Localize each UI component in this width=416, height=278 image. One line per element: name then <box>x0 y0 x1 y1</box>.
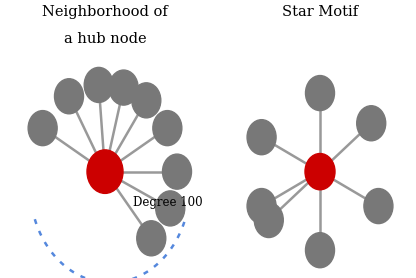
Circle shape <box>305 76 334 111</box>
Circle shape <box>163 154 191 189</box>
Circle shape <box>54 79 84 114</box>
Text: a hub node: a hub node <box>64 32 146 46</box>
Circle shape <box>132 83 161 118</box>
Circle shape <box>364 188 393 224</box>
Circle shape <box>109 70 138 105</box>
Circle shape <box>357 106 386 141</box>
Text: Star Motif: Star Motif <box>282 5 358 19</box>
Circle shape <box>87 150 123 193</box>
Circle shape <box>153 111 182 146</box>
Circle shape <box>247 188 276 224</box>
Text: Degree 100: Degree 100 <box>133 196 203 209</box>
Text: Neighborhood of: Neighborhood of <box>42 5 168 19</box>
Circle shape <box>305 153 335 190</box>
Circle shape <box>28 111 57 146</box>
Circle shape <box>156 191 185 226</box>
Circle shape <box>254 202 283 237</box>
Circle shape <box>247 120 276 155</box>
Circle shape <box>84 67 113 103</box>
Circle shape <box>305 233 334 268</box>
Circle shape <box>137 221 166 256</box>
